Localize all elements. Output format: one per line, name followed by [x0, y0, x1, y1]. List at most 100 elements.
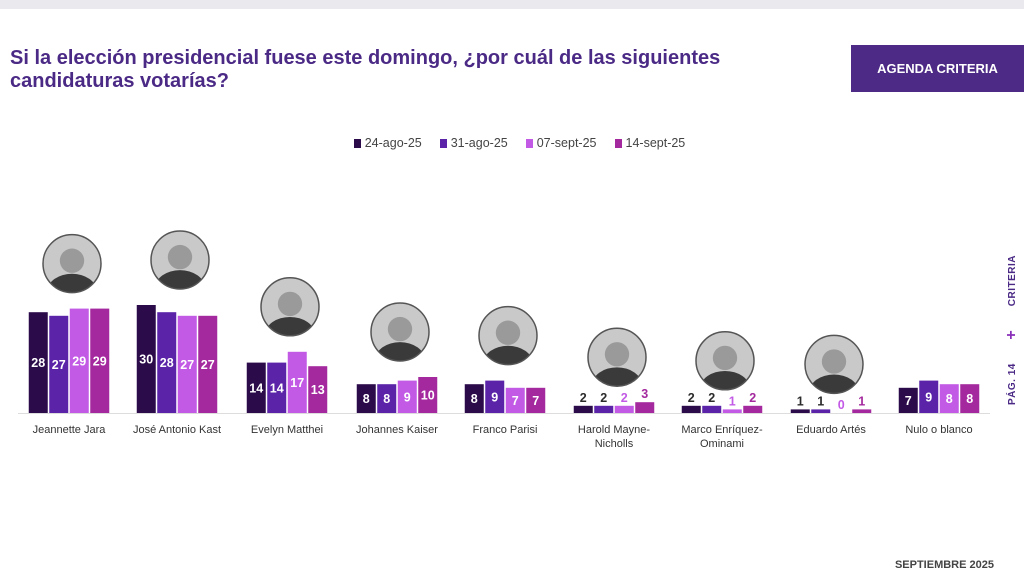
evelyn-matthei-photo	[260, 277, 320, 337]
side-brand-text: CRITERIA	[1006, 255, 1018, 307]
jeannette-jara-photo	[42, 233, 102, 294]
legend-label: 31-ago-25	[450, 136, 508, 150]
bar	[177, 315, 197, 413]
data-label: 27	[52, 358, 66, 372]
category-label: Marco Enríquez-	[681, 424, 763, 436]
data-label: 10	[421, 389, 435, 403]
bar	[69, 308, 89, 413]
data-label: 3	[641, 387, 648, 401]
chart-legend: 24-ago-25 31-ago-25 07-sept-25 14-sept-25	[0, 135, 1024, 151]
data-label: 8	[471, 392, 478, 406]
bar	[594, 405, 614, 413]
data-label: 9	[491, 390, 498, 404]
bar	[28, 312, 48, 413]
data-label: 2	[749, 391, 756, 405]
category-label: Jeannette Jara	[33, 424, 107, 436]
data-label: 30	[139, 353, 153, 367]
data-label: 14	[270, 381, 284, 395]
data-label: 13	[311, 383, 325, 397]
jose-antonio-kast-photo	[150, 230, 210, 290]
legend-swatch	[353, 138, 361, 148]
legend-label: 14-sept-25	[625, 136, 686, 150]
bar	[136, 305, 156, 413]
top-bar	[0, 0, 1024, 9]
category-label: José Antonio Kast	[133, 424, 221, 436]
data-label: 2	[621, 391, 628, 405]
data-label: 2	[688, 391, 695, 405]
category-label: Harold Mayne-	[578, 424, 650, 436]
bar	[526, 387, 546, 413]
data-label: 9	[404, 390, 411, 404]
data-label: 28	[160, 356, 174, 370]
bar	[573, 405, 593, 413]
data-label: 2	[708, 391, 715, 405]
bar	[308, 366, 328, 413]
bar	[790, 409, 810, 413]
marco-enriquez-ominami-photo	[695, 331, 755, 391]
legend-item: 24-ago-25	[353, 135, 422, 151]
data-label: 1	[858, 394, 865, 408]
eduardo-artes-photo	[804, 334, 864, 395]
bar	[418, 377, 438, 413]
bar	[898, 387, 918, 413]
data-label: 8	[383, 392, 390, 406]
legend-item: 14-sept-25	[614, 135, 686, 151]
side-page-number: PÁG. 14	[1006, 363, 1018, 405]
plus-icon: +	[1003, 329, 1020, 340]
data-label: 2	[600, 391, 607, 405]
data-label: 27	[201, 358, 215, 372]
legend-swatch	[614, 138, 622, 148]
bar	[681, 405, 701, 413]
bar	[505, 387, 525, 413]
harold-mayne-nicholls-photo	[587, 327, 647, 387]
data-label: 0	[838, 398, 845, 412]
bar	[246, 362, 266, 413]
data-label: 1	[797, 394, 804, 408]
legend-swatch	[525, 138, 533, 148]
bar	[397, 380, 417, 413]
bar	[198, 315, 218, 413]
brand-badge: AGENDA CRITERIA	[851, 45, 1024, 92]
data-label: 29	[72, 354, 86, 368]
legend-label: 07-sept-25	[536, 136, 597, 150]
bar	[702, 405, 722, 413]
data-label: 9	[925, 390, 932, 404]
footer-date: SEPTIEMBRE 2025	[894, 559, 994, 571]
data-label: 8	[966, 392, 973, 406]
legend-item: 31-ago-25	[439, 135, 508, 151]
category-label: Nicholls	[595, 438, 634, 450]
bar	[960, 384, 980, 413]
bar	[377, 384, 397, 413]
side-page-label: PÁG. 14 + CRITERIA	[1003, 255, 1020, 405]
category-label: Evelyn Matthei	[251, 424, 323, 436]
data-label: 8	[946, 392, 953, 406]
category-label: Eduardo Artés	[796, 424, 866, 436]
data-label: 7	[532, 394, 539, 408]
bar	[635, 402, 655, 413]
data-label: 1	[729, 394, 736, 408]
bar	[90, 308, 110, 413]
data-label: 29	[93, 354, 107, 368]
bar	[743, 405, 763, 413]
category-label: Johannes Kaiser	[356, 424, 438, 436]
bar	[356, 384, 376, 413]
bar	[722, 409, 742, 413]
bar	[267, 362, 287, 413]
legend-label: 24-ago-25	[364, 136, 422, 150]
bar	[852, 409, 872, 413]
bar	[939, 384, 959, 413]
category-label: Franco Parisi	[473, 424, 538, 436]
title-line-2: candidaturas votarías?	[10, 70, 229, 92]
chart-title: Si la elección presidencial fuese este d…	[10, 47, 790, 93]
category-label: Nulo o blanco	[905, 424, 972, 436]
data-label: 28	[31, 356, 45, 370]
bar	[464, 384, 484, 413]
data-label: 17	[290, 376, 304, 390]
bar	[287, 351, 307, 413]
legend-item: 07-sept-25	[525, 135, 597, 151]
data-label: 7	[905, 394, 912, 408]
franco-parisi-photo	[478, 305, 538, 366]
bar	[614, 405, 634, 413]
category-label: Ominami	[700, 438, 744, 450]
